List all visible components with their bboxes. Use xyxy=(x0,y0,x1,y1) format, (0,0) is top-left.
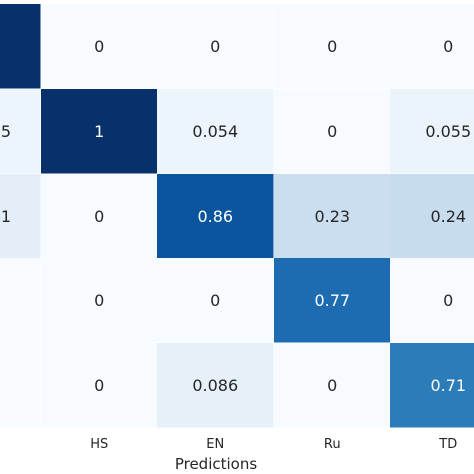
x-tick-label-ru: Ru xyxy=(324,437,341,452)
heatmap-cell-r1-c4 xyxy=(390,89,474,174)
heatmap-cell-r3-c1 xyxy=(41,258,158,343)
cell-value-r2-c0: 1 xyxy=(1,207,11,226)
heatmap-cell-r2-c0 xyxy=(0,174,41,259)
cell-value-r0-c1: 0 xyxy=(94,37,104,56)
heatmap-cell-r2-c3 xyxy=(274,174,391,259)
heatmap-cell-r1-c0 xyxy=(0,89,41,174)
heatmap-cell-r0-c3 xyxy=(274,4,391,89)
heatmap-cell-r2-c4 xyxy=(390,174,474,259)
heatmap-cell-r1-c1 xyxy=(41,89,158,174)
heatmap-cell-r3-c3 xyxy=(274,258,391,343)
cell-value-r2-c1: 0 xyxy=(94,207,104,226)
heatmap-cell-r3-c4 xyxy=(390,258,474,343)
cell-value-r1-c3: 0 xyxy=(327,122,337,141)
x-tick-labels: HS EN Ru TD xyxy=(90,437,457,452)
cell-value-r2-c2: 0.86 xyxy=(197,207,233,226)
heatmap-cell-r4-c2 xyxy=(157,343,274,428)
cell-value-r1-c2: 0.054 xyxy=(192,122,238,141)
cell-value-r1-c1: 1 xyxy=(94,122,104,141)
cell-value-r3-c3: 0.77 xyxy=(314,291,350,310)
cell-value-r3-c2: 0 xyxy=(210,291,220,310)
heatmap-cell-r0-c0 xyxy=(0,4,41,89)
heatmap-cell-r1-c2 xyxy=(157,89,274,174)
heatmap-cell-r3-c2 xyxy=(157,258,274,343)
x-tick-label-en: EN xyxy=(206,437,224,452)
heatmap-cell-r4-c0 xyxy=(0,343,41,428)
heatmap-cell-r2-c2 xyxy=(157,174,274,259)
heatmap-cell-r0-c2 xyxy=(157,4,274,89)
cell-value-r1-c0: 5 xyxy=(1,122,11,141)
heatmap-cell-r2-c1 xyxy=(41,174,158,259)
cell-value-r0-c3: 0 xyxy=(327,37,337,56)
cell-value-r2-c3: 0.23 xyxy=(314,207,350,226)
cell-value-r0-c2: 0 xyxy=(210,37,220,56)
x-tick-label-td: TD xyxy=(438,437,457,452)
x-tick-label-hs: HS xyxy=(90,437,108,452)
cell-value-r4-c3: 0 xyxy=(327,376,337,395)
cell-value-r0-c4: 0 xyxy=(443,37,453,56)
cell-value-r1-c4: 0.055 xyxy=(425,122,471,141)
cell-value-r3-c1: 0 xyxy=(94,291,104,310)
heatmap-cell-r0-c4 xyxy=(390,4,474,89)
cell-value-r2-c4: 0.24 xyxy=(430,207,466,226)
cell-value-r4-c2: 0.086 xyxy=(192,376,238,395)
cell-value-r3-c4: 0 xyxy=(443,291,453,310)
heatmap-cell-r0-c1 xyxy=(41,4,158,89)
heatmap-cell-r4-c4 xyxy=(390,343,474,428)
cell-value-r4-c1: 0 xyxy=(94,376,104,395)
heatmap-cell-r4-c3 xyxy=(274,343,391,428)
x-axis-label: Predictions xyxy=(175,455,258,473)
heatmap-cell-r1-c3 xyxy=(274,89,391,174)
heatmap-cells: 0 0 0 0 5 1 0.054 0 0.055 1 0 0.86 0.23 0.24 0 0 0.77 0 0 0… xyxy=(0,4,474,428)
cell-value-r4-c4: 0.71 xyxy=(430,376,466,395)
heatmap-cell-r3-c0 xyxy=(0,258,41,343)
heatmap-cell-r4-c1 xyxy=(41,343,158,428)
